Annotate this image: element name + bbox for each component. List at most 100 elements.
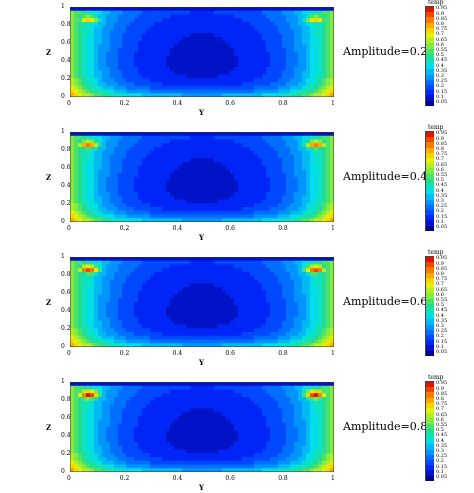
contour-cell — [150, 173, 154, 177]
contour-cell — [242, 336, 246, 340]
contour-cell — [278, 173, 282, 177]
contour-cell — [306, 382, 310, 386]
contour-cell — [286, 41, 290, 45]
contour-cell — [266, 60, 270, 64]
contour-cell — [254, 177, 258, 181]
contour-cell — [218, 170, 222, 174]
contour-cell — [222, 257, 226, 261]
contour-cell — [274, 143, 278, 147]
contour-cell — [246, 22, 250, 26]
contour-cell — [162, 48, 166, 52]
contour-cell — [242, 147, 246, 151]
contour-cell — [174, 215, 178, 219]
contour-cell — [146, 181, 150, 185]
contour-cell — [170, 192, 174, 196]
contour-cell — [194, 45, 198, 49]
contour-cell — [70, 93, 74, 97]
contour-cell — [294, 18, 298, 22]
contour-cell — [310, 11, 314, 15]
contour-cell — [90, 45, 94, 49]
contour-cell — [110, 48, 114, 52]
contour-cell — [146, 207, 150, 211]
contour-cell — [326, 283, 330, 287]
contour-cell — [270, 336, 274, 340]
contour-cell — [98, 93, 102, 97]
contour-cell — [262, 78, 266, 82]
contour-cell — [322, 298, 326, 302]
contour-cell — [158, 75, 162, 79]
contour-cell — [106, 136, 110, 140]
contour-cell — [214, 143, 218, 147]
contour-cell — [138, 41, 142, 45]
contour-cell — [98, 261, 102, 265]
contour-cell — [146, 26, 150, 30]
contour-cell — [162, 177, 166, 181]
contour-cell — [134, 310, 138, 314]
contour-cell — [214, 48, 218, 52]
contour-cell — [150, 18, 154, 22]
contour-cell — [318, 200, 322, 204]
contour-cell — [78, 215, 82, 219]
contour-cell — [318, 302, 322, 306]
contour-cell — [302, 177, 306, 181]
contour-cell — [118, 60, 122, 64]
contour-cell — [222, 48, 226, 52]
contour-cell — [102, 306, 106, 310]
contour-cell — [322, 155, 326, 159]
contour-cell — [170, 272, 174, 276]
contour-cell — [98, 26, 102, 30]
contour-cell — [78, 291, 82, 295]
contour-cell — [330, 60, 334, 64]
contour-cell — [94, 48, 98, 52]
contour-cell — [198, 211, 202, 215]
contour-cell — [158, 93, 162, 97]
contour-cell — [94, 325, 98, 329]
contour-cell — [102, 15, 106, 19]
contour-cell — [286, 136, 290, 140]
contour-cell — [70, 265, 74, 269]
contour-cell — [142, 48, 146, 52]
contour-cell — [274, 336, 278, 340]
contour-cell — [318, 173, 322, 177]
contour-cell — [190, 140, 194, 144]
contour-cell — [234, 37, 238, 41]
contour-cell — [326, 207, 330, 211]
contour-cell — [238, 343, 242, 347]
contour-cell — [118, 166, 122, 170]
contour-cell — [138, 276, 142, 280]
contour-cell — [186, 30, 190, 34]
contour-cell — [114, 45, 118, 49]
contour-cell — [238, 317, 242, 321]
contour-cell — [310, 33, 314, 37]
contour-cell — [74, 143, 78, 147]
contour-cell — [118, 272, 122, 276]
contour-cell — [310, 93, 314, 97]
contour-cell — [198, 302, 202, 306]
contour-cell — [230, 321, 234, 325]
contour-cell — [226, 257, 230, 261]
contour-cell — [74, 207, 78, 211]
contour-cell — [154, 147, 158, 151]
contour-cell — [122, 382, 126, 386]
contour-cell — [258, 280, 262, 284]
contour-cell — [290, 132, 294, 136]
contour-cell — [206, 336, 210, 340]
contour-cell — [94, 196, 98, 200]
contour-cell — [178, 332, 182, 336]
contour-cell — [138, 7, 142, 11]
contour-cell — [186, 280, 190, 284]
contour-cell — [314, 75, 318, 79]
contour-cell — [206, 261, 210, 265]
contour-cell — [138, 45, 142, 49]
contour-cell — [198, 328, 202, 332]
contour-cell — [254, 82, 258, 86]
contour-cell — [298, 151, 302, 155]
contour-cell — [194, 75, 198, 79]
contour-cell — [330, 298, 334, 302]
contour-cell — [182, 48, 186, 52]
contour-cell — [286, 45, 290, 49]
contour-cell — [294, 63, 298, 67]
contour-cell — [310, 265, 314, 269]
contour-cell — [218, 86, 222, 90]
contour-cell — [310, 162, 314, 166]
